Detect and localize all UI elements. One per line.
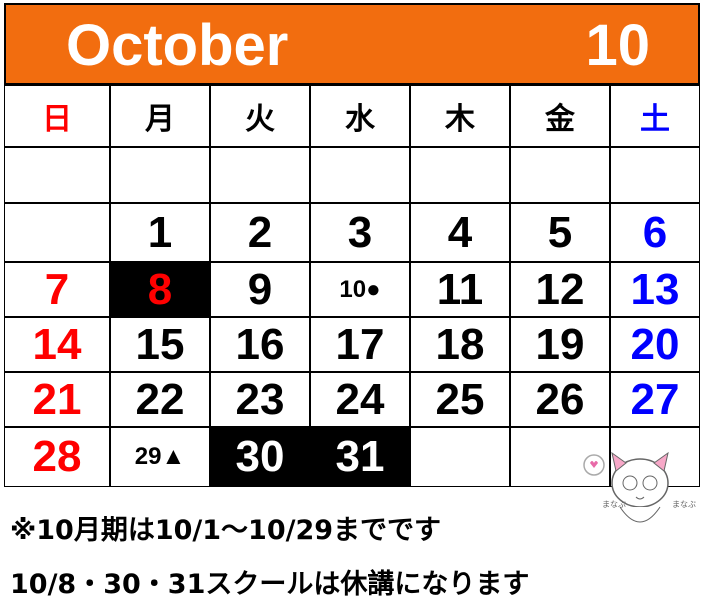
svg-text:まなぶ: まなぶ (602, 500, 626, 509)
day-cell: 15 (110, 317, 210, 372)
day-cell: 11 (410, 262, 510, 317)
day-cell: 1 (110, 203, 210, 262)
weekday-header: 月 (110, 85, 210, 147)
weekday-header: 水 (310, 85, 410, 147)
day-cell: 26 (510, 372, 610, 427)
day-cell: 17 (310, 317, 410, 372)
month-number: 10 (585, 13, 650, 78)
day-cell: 9 (210, 262, 310, 317)
empty-cell (4, 203, 110, 262)
day-cell: 6 (610, 203, 700, 262)
day-cell: 13 (610, 262, 700, 317)
day-cell: 28 (4, 427, 110, 487)
day-cell: 7 (4, 262, 110, 317)
day-cell: 29▲ (110, 427, 210, 487)
day-cell: 20 (610, 317, 700, 372)
day-cell: 31 (310, 427, 410, 487)
day-cell: 22 (110, 372, 210, 427)
note: ※10月期は10/1～10/29までです (10, 515, 442, 546)
note: 10/8・30・31スクールは休講になります (10, 569, 530, 600)
day-cell: 19 (510, 317, 610, 372)
day-cell: 10● (310, 262, 410, 317)
empty-cell (210, 147, 310, 203)
day-cell: 5 (510, 203, 610, 262)
day-cell: 27 (610, 372, 700, 427)
cat-illustration: まなぶ まなぶ (583, 451, 696, 523)
day-cell: 25 (410, 372, 510, 427)
empty-cell (4, 147, 110, 203)
day-cell: 21 (4, 372, 110, 427)
empty-cell (110, 147, 210, 203)
day-cell: 16 (210, 317, 310, 372)
month-name: October (66, 13, 289, 78)
svg-text:まなぶ: まなぶ (672, 500, 696, 509)
day-cell: 4 (410, 203, 510, 262)
day-cell: 18 (410, 317, 510, 372)
empty-cell (510, 147, 610, 203)
day-cell: 8 (110, 262, 210, 317)
day-cell: 23 (210, 372, 310, 427)
day-cell: 12 (510, 262, 610, 317)
empty-cell (610, 147, 700, 203)
weekday-header: 土 (610, 85, 700, 147)
day-cell: 14 (4, 317, 110, 372)
empty-cell (410, 427, 510, 487)
empty-cell (410, 147, 510, 203)
weekday-header: 日 (4, 85, 110, 147)
header-bar: October 10 (4, 3, 700, 85)
weekday-header: 火 (210, 85, 310, 147)
weekday-header: 木 (410, 85, 510, 147)
day-cell: 24 (310, 372, 410, 427)
empty-cell (510, 427, 610, 487)
empty-cell (310, 147, 410, 203)
day-cell: 30 (210, 427, 310, 487)
day-cell: 2 (210, 203, 310, 262)
weekday-header: 金 (510, 85, 610, 147)
day-cell: 3 (310, 203, 410, 262)
